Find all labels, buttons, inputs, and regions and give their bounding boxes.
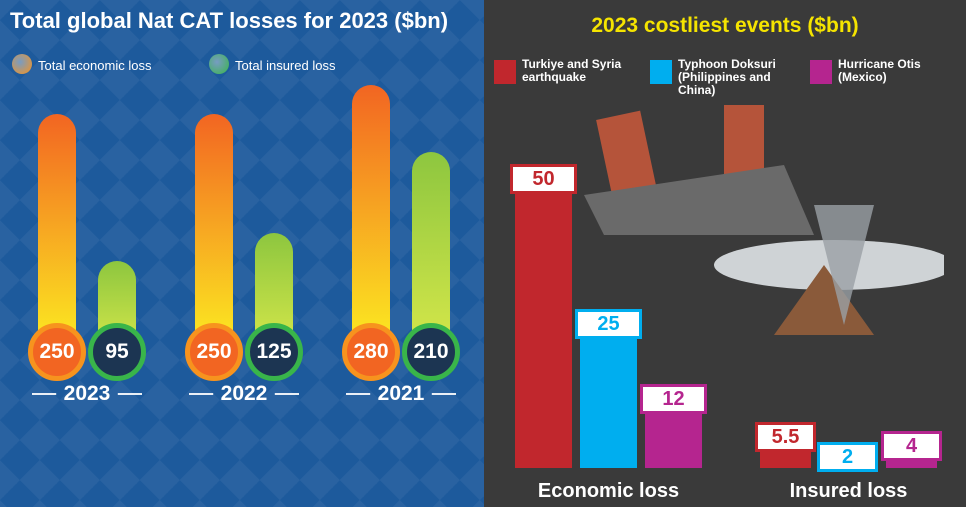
x-tick-label: Insured loss — [789, 480, 908, 502]
chart-title: Total global Nat CAT losses for 2023 ($b… — [10, 8, 449, 33]
legend-marker — [650, 60, 672, 84]
value-label: 2 — [817, 442, 878, 473]
legend-label: Hurricane Otis (Mexico) — [838, 57, 921, 84]
bar — [515, 178, 572, 468]
value-label: 125 — [245, 323, 303, 381]
value-label: 12 — [640, 384, 707, 415]
value-label: 280 — [342, 323, 400, 381]
legend-marker — [494, 60, 516, 84]
right-panel: 2023 costliest events ($bn) Turkiye and … — [484, 0, 966, 507]
value-label: 210 — [402, 323, 460, 381]
value-label: 5.5 — [755, 422, 816, 453]
left-panel: Total global Nat CAT losses for 2023 ($b… — [0, 0, 484, 507]
illustration — [584, 105, 944, 335]
value-label: 250 — [185, 323, 243, 381]
x-tick-label: 2021 — [377, 382, 425, 405]
chart-title: 2023 costliest events ($bn) — [591, 14, 859, 37]
legend-marker — [12, 54, 32, 74]
legend-label: Total economic loss — [38, 58, 152, 73]
value-label: 50 — [510, 164, 577, 194]
bar — [38, 113, 76, 352]
bar — [412, 151, 450, 352]
legend-marker — [209, 54, 229, 74]
legend-label: Typhoon Doksuri (Philippines and China) — [678, 57, 776, 97]
x-tick-label: 2022 — [220, 382, 268, 405]
bar — [195, 113, 233, 352]
x-tick-label: 2023 — [63, 382, 111, 405]
legend-label: Total insured loss — [235, 58, 336, 73]
value-label: 25 — [575, 309, 642, 339]
value-label: 250 — [28, 323, 86, 381]
bar — [580, 323, 637, 468]
value-label: 4 — [881, 430, 942, 461]
x-tick-label: Economic loss — [537, 480, 680, 502]
legend-label: Turkiye and Syria earthquake — [522, 57, 622, 84]
legend-marker — [810, 60, 832, 84]
value-label: 95 — [88, 323, 146, 381]
bar — [352, 85, 390, 352]
